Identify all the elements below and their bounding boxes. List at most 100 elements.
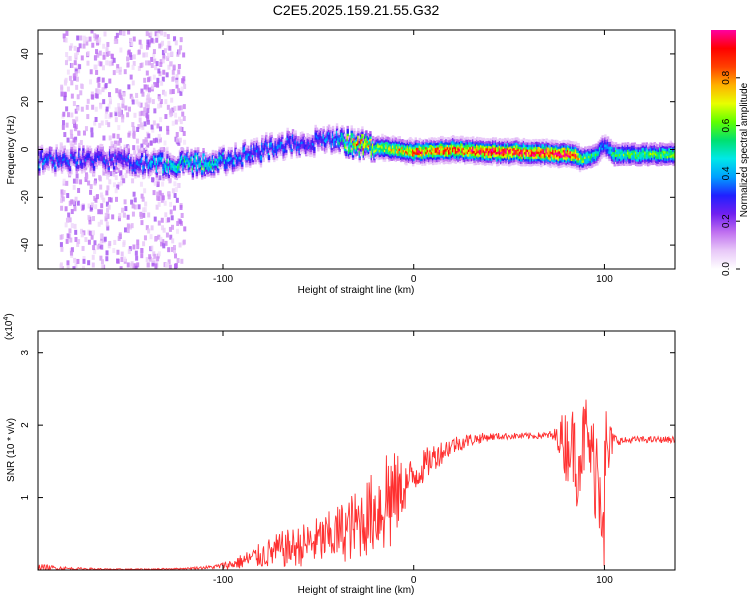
heatmap-cell [130,158,133,162]
heatmap-cell [497,143,500,147]
heatmap-cell [370,154,373,158]
heatmap-cell [219,159,223,163]
heatmap-cell [411,158,415,162]
heatmap-cell [369,140,372,144]
heatmap-cell [426,149,430,153]
heatmap-cell [262,144,265,148]
heatmap-cell [477,159,480,163]
heatmap-cell [592,149,595,153]
heatmap-cell [457,147,460,151]
heatmap-cell [398,140,401,144]
heatmap-cell [207,163,211,167]
heatmap-cell [235,149,239,153]
heatmap-cell [389,138,392,142]
heatmap-cell [365,147,368,151]
heatmap-cell [149,31,153,37]
heatmap-cell [407,138,411,142]
heatmap-cell [601,144,604,148]
heatmap-cell [140,154,144,158]
heatmap-cell [529,146,532,150]
heatmap-cell [301,138,304,142]
heatmap-cell [152,49,156,55]
heatmap-cell [166,45,170,51]
heatmap-cell [71,151,74,155]
heatmap-cell [227,151,231,155]
heatmap-cell [159,161,163,165]
heatmap-cell [42,157,45,161]
heatmap-cell [198,167,201,171]
heatmap-cell [590,162,594,166]
heatmap-cell [243,148,247,152]
heatmap-cell [565,150,568,154]
heatmap-cell [345,136,348,140]
heatmap-cell [578,159,582,163]
heatmap-cell [410,148,414,152]
heatmap-cell [120,154,124,158]
heatmap-cell [367,144,371,148]
heatmap-cell [485,162,488,166]
heatmap-cell [390,150,393,154]
heatmap-cell [597,146,600,150]
heatmap-cell [580,161,583,165]
heatmap-cell [202,148,205,152]
heatmap-cell [345,145,348,149]
heatmap-cell [190,160,193,164]
heatmap-cell [538,158,542,162]
heatmap-cell [592,151,595,155]
heatmap-cell [541,141,544,145]
heatmap-cell [137,204,141,210]
heatmap-cell [222,149,225,153]
heatmap-cell [565,162,568,166]
heatmap-cell [100,158,104,162]
heatmap-cell [137,148,141,154]
heatmap-cell [357,127,360,131]
heatmap-cell [414,146,418,150]
heatmap-cell [213,170,216,174]
heatmap-cell [158,96,162,102]
heatmap-cell [602,135,606,139]
heatmap-cell [261,137,264,141]
heatmap-cell [367,146,371,150]
heatmap-cell [526,146,530,150]
heatmap-cell [570,155,574,159]
heatmap-cell [191,157,195,161]
heatmap-cell [135,156,138,160]
heatmap-cell [520,160,523,164]
heatmap-cell [187,152,191,156]
heatmap-cell [366,154,369,158]
heatmap-cell [238,161,241,165]
heatmap-cell [498,149,502,153]
heatmap-cell [536,153,539,157]
heatmap-cell [80,158,84,162]
heatmap-cell [462,156,466,160]
heatmap-cell [482,156,486,160]
heatmap-cell [73,60,77,66]
heatmap-cell [321,147,324,151]
heatmap-cell [421,141,424,145]
heatmap-cell [604,151,607,155]
heatmap-cell [135,99,139,105]
heatmap-cell [318,134,321,138]
heatmap-cell [568,164,571,168]
heatmap-cell [89,79,93,85]
heatmap-cell [509,153,512,157]
heatmap-cell [532,138,535,142]
heatmap-cell [132,244,136,250]
heatmap-cell [118,212,122,218]
heatmap-cell [323,148,327,152]
heatmap-cell [318,131,321,135]
heatmap-cell [377,135,380,139]
heatmap-cell [86,147,89,151]
heatmap-cell [413,155,416,159]
heatmap-cell [77,239,81,245]
heatmap-cell [402,151,405,155]
heatmap-cell [553,159,556,163]
heatmap-cell [387,154,391,158]
heatmap-cell [299,151,303,155]
heatmap-cell [536,160,539,164]
heatmap-cell [286,132,289,136]
heatmap-cell [617,146,620,150]
heatmap-cell [239,156,243,160]
heatmap-cell [441,147,444,151]
heatmap-cell [374,153,377,157]
